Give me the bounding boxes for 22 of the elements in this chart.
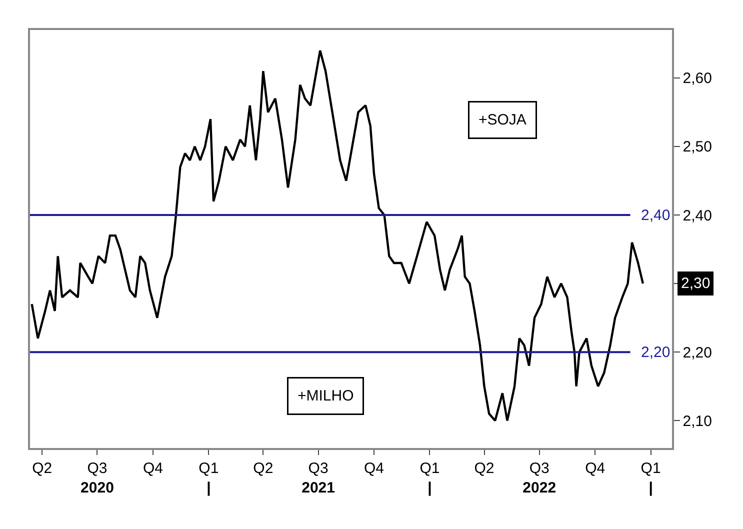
x-tick-label: Q1 | (420, 460, 440, 496)
x-tick-label: Q1 | (198, 460, 219, 496)
x-tick-label: Q4 (585, 460, 606, 477)
x-tick-label: Q2 (32, 460, 52, 477)
y-tick-label: 2,40 (682, 207, 712, 224)
x-tick-label: Q2 (474, 460, 494, 477)
annotation: +SOJA (478, 112, 526, 128)
y-tick-label: 2,20 (682, 344, 712, 362)
y-tick-label: 2,60 (682, 70, 712, 88)
ref-line-label: 2,40 (641, 207, 670, 224)
x-tick-label: Q2 (253, 460, 274, 477)
y-tick-label: 2,10 (682, 412, 712, 430)
x-tick-label: Q3 2021 (302, 460, 335, 496)
y-tick-label: 2,50 (682, 138, 712, 156)
x-tick-label: Q3 2020 (80, 460, 114, 496)
text: 2,30 (681, 275, 710, 292)
x-tick-label: Q1 | (640, 460, 661, 496)
annotation: +MILHO (298, 388, 354, 404)
x-tick-label: Q4 (364, 460, 384, 477)
ref-line-label: 2,20 (641, 344, 670, 361)
x-tick-label: Q4 (142, 460, 163, 477)
x-tick-label: Q3 2022 (522, 460, 556, 496)
